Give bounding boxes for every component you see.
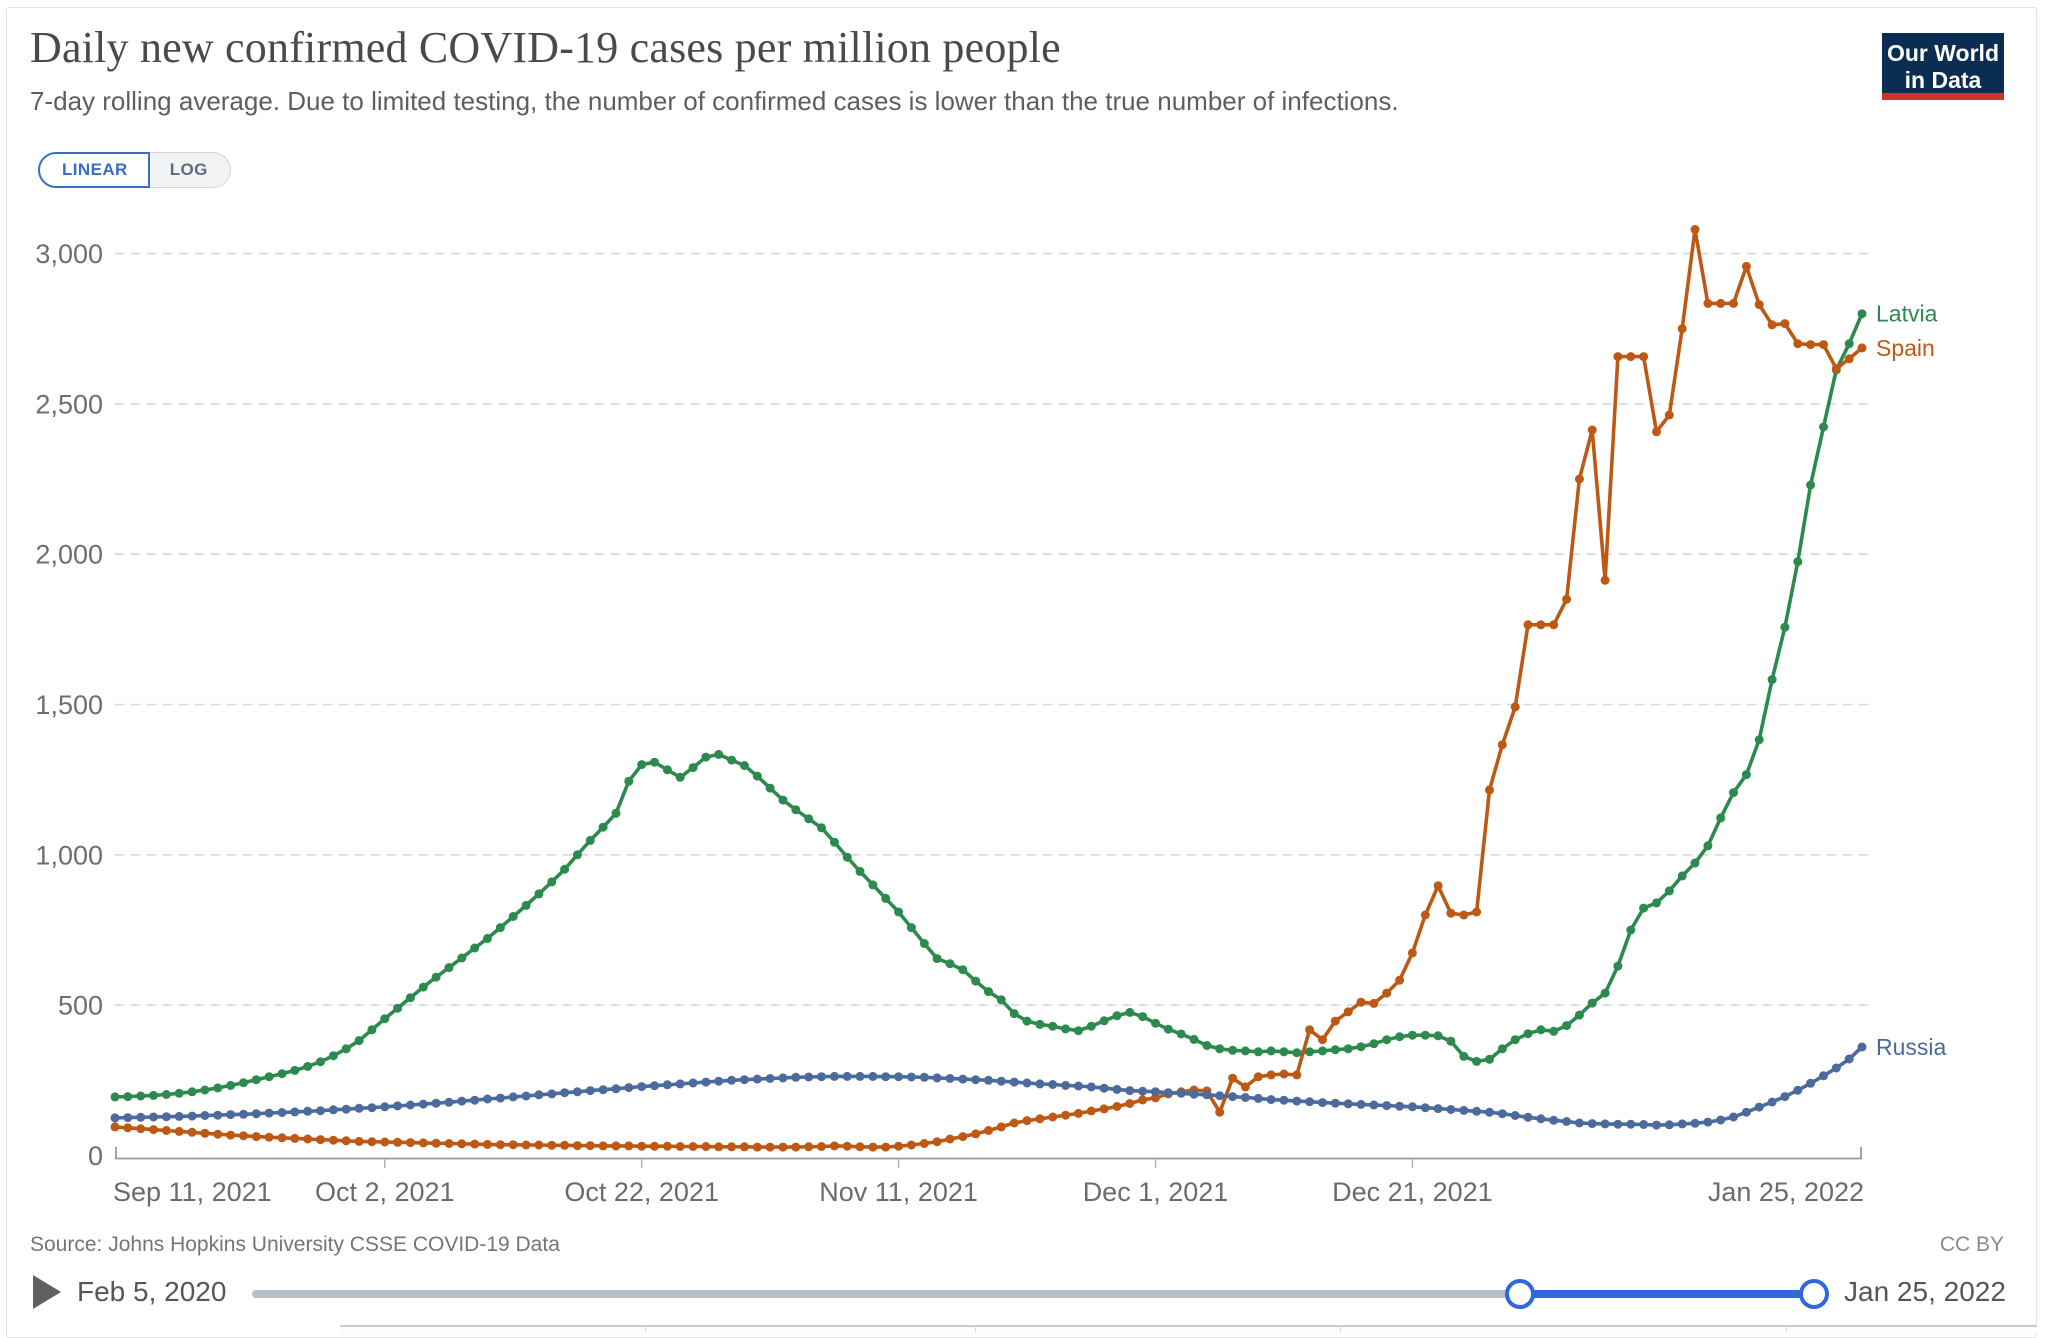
scale-toggle: LINEAR LOG (38, 152, 231, 188)
series-russia: Russia (110, 1034, 1947, 1130)
timeline-end-handle[interactable] (1799, 1279, 1829, 1309)
timeline-end-date[interactable]: Jan 25, 2022 (1844, 1276, 2006, 1307)
series-label-russia: Russia (1876, 1034, 1947, 1060)
source-row: Source: Johns Hopkins University CSSE CO… (30, 1233, 2004, 1257)
log-scale-button[interactable]: LOG (149, 152, 231, 188)
y-axis-tick-label: 2,500 (35, 389, 103, 419)
x-axis-tick-label: Oct 22, 2021 (564, 1177, 719, 1207)
timeline-selected-range (1519, 1290, 1813, 1298)
source-text[interactable]: Source: Johns Hopkins University CSSE CO… (30, 1233, 560, 1256)
data-table-column-divider (645, 1327, 646, 1332)
y-axis-tick-label: 1,500 (35, 690, 103, 720)
data-table-column-divider (1786, 1327, 1787, 1332)
y-gridlines: 0 500 1,000 1,500 2,000 2,500 3,000 (35, 239, 1872, 1171)
page-title: Daily new confirmed COVID-19 cases per m… (30, 23, 1061, 72)
y-axis-tick-label: 500 (58, 991, 103, 1021)
series-label-spain: Spain (1876, 335, 1935, 361)
series-latvia: Latvia (110, 301, 1938, 1102)
license-text[interactable]: CC BY (1939, 1233, 2004, 1256)
x-axis-tick-label: Nov 11, 2021 (819, 1177, 978, 1207)
timeline-start-handle[interactable] (1505, 1279, 1535, 1309)
x-axis-tick-label: Dec 21, 2021 (1332, 1177, 1493, 1207)
page-subtitle: 7-day rolling average. Due to limited te… (30, 86, 1399, 116)
x-axis-tick-label: Oct 2, 2021 (315, 1177, 455, 1207)
series-label-latvia: Latvia (1876, 301, 1938, 327)
linear-scale-button[interactable]: LINEAR (38, 152, 150, 188)
series-spain: Spain (110, 225, 1935, 1152)
x-axis-tick-label: Sep 11, 2021 (113, 1177, 272, 1207)
timeline-start-date[interactable]: Feb 5, 2020 (77, 1276, 227, 1307)
owid-logo-line2: in Data (1904, 67, 1982, 93)
y-axis-tick-label: 1,000 (35, 840, 103, 870)
data-table-edge (340, 1325, 2037, 1334)
owid-logo[interactable]: Our World in Data (1882, 33, 2004, 100)
y-axis-tick-label: 3,000 (35, 239, 103, 269)
data-table-column-divider (975, 1327, 976, 1332)
owid-logo-line1: Our World (1886, 40, 1999, 66)
x-axis-tick-label: Jan 25, 2022 (1708, 1177, 1864, 1207)
y-axis-tick-label: 2,000 (35, 540, 103, 570)
x-axis: Sep 11, 2021 Oct 2, 2021 Oct 22, 2021 Nov 1… (113, 1147, 1864, 1207)
play-icon[interactable] (33, 1275, 61, 1309)
timeline-track[interactable] (252, 1279, 1829, 1309)
x-axis-tick-label: Dec 1, 2021 (1083, 1177, 1229, 1207)
data-table-column-divider (1340, 1327, 1341, 1332)
owid-logo-red-bar (1882, 93, 2004, 100)
y-axis-tick-label: 0 (88, 1141, 103, 1171)
